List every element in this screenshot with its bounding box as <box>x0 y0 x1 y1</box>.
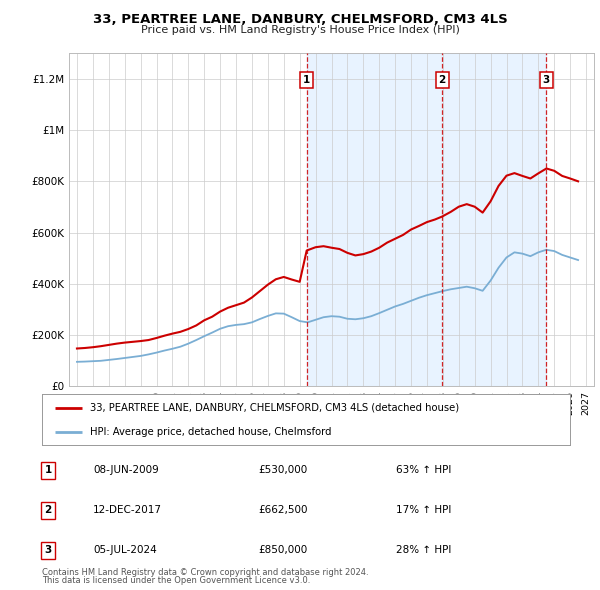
Text: 28% ↑ HPI: 28% ↑ HPI <box>396 546 451 555</box>
Text: 17% ↑ HPI: 17% ↑ HPI <box>396 506 451 515</box>
Text: £662,500: £662,500 <box>258 506 308 515</box>
Bar <box>307 53 547 386</box>
Text: 63% ↑ HPI: 63% ↑ HPI <box>396 466 451 475</box>
Text: 33, PEARTREE LANE, DANBURY, CHELMSFORD, CM3 4LS: 33, PEARTREE LANE, DANBURY, CHELMSFORD, … <box>92 13 508 26</box>
Text: 12-DEC-2017: 12-DEC-2017 <box>93 506 162 515</box>
Text: 08-JUN-2009: 08-JUN-2009 <box>93 466 159 475</box>
Text: Price paid vs. HM Land Registry's House Price Index (HPI): Price paid vs. HM Land Registry's House … <box>140 25 460 35</box>
Text: 3: 3 <box>44 546 52 555</box>
Text: HPI: Average price, detached house, Chelmsford: HPI: Average price, detached house, Chel… <box>89 428 331 437</box>
Text: 3: 3 <box>543 75 550 85</box>
Text: This data is licensed under the Open Government Licence v3.0.: This data is licensed under the Open Gov… <box>42 576 310 585</box>
Text: 33, PEARTREE LANE, DANBURY, CHELMSFORD, CM3 4LS (detached house): 33, PEARTREE LANE, DANBURY, CHELMSFORD, … <box>89 402 458 412</box>
Text: Contains HM Land Registry data © Crown copyright and database right 2024.: Contains HM Land Registry data © Crown c… <box>42 568 368 577</box>
Text: 1: 1 <box>44 466 52 475</box>
Text: £850,000: £850,000 <box>258 546 307 555</box>
Text: 05-JUL-2024: 05-JUL-2024 <box>93 546 157 555</box>
Text: 2: 2 <box>44 506 52 515</box>
Text: 2: 2 <box>439 75 446 85</box>
Text: £530,000: £530,000 <box>258 466 307 475</box>
Text: 1: 1 <box>303 75 310 85</box>
